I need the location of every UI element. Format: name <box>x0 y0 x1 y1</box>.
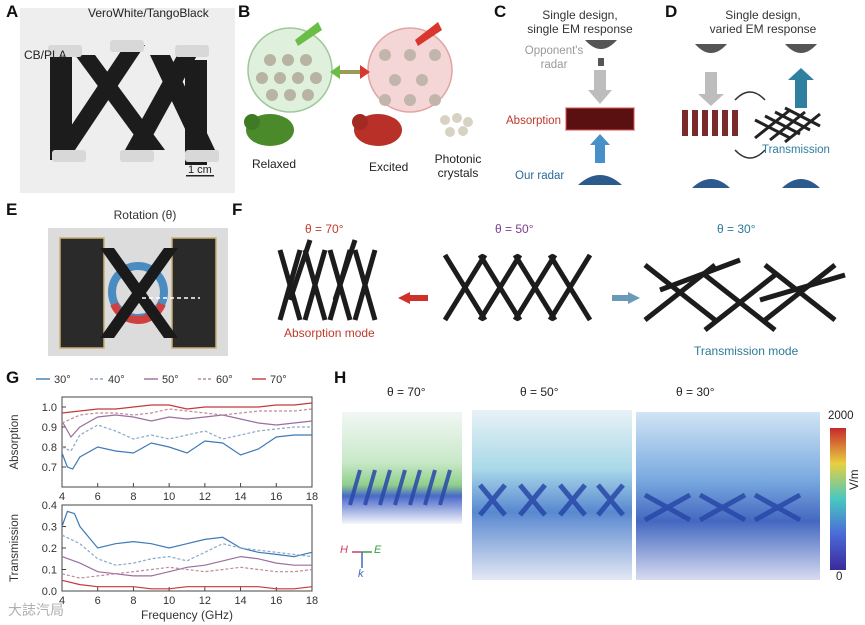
x-tick-label: 16 <box>270 595 282 607</box>
x-tick-label: 16 <box>270 491 282 503</box>
y-tick-label: 0.8 <box>42 442 57 454</box>
y-tick-label: 0.9 <box>42 422 57 434</box>
absorption-mode-label: Absorption mode <box>284 326 375 340</box>
x-tick-label: 12 <box>199 595 211 607</box>
varied-response-diagram <box>682 44 821 188</box>
y-tick-label: 0.7 <box>42 462 57 474</box>
y-axis-label: Transmission <box>9 514 21 582</box>
watermark: 大誌汽局 <box>8 602 64 618</box>
axis-h-label: H <box>340 544 348 556</box>
panel-label-d: D <box>665 2 678 21</box>
lattice-photo-a <box>20 8 235 193</box>
legend-label: 50° <box>162 374 179 386</box>
colorbar-unit: V/m <box>849 469 861 490</box>
material-label-left: CB/PLA <box>24 48 67 62</box>
panel-label-h: H <box>334 368 347 387</box>
material-label-top: VeroWhite/TangoBlack <box>88 6 209 20</box>
theta-70-label-h: θ = 70° <box>387 385 426 399</box>
lattice-50 <box>442 253 593 322</box>
theta-50-label-f: θ = 50° <box>495 222 534 236</box>
axis-k-label: k <box>358 568 364 580</box>
chameleon-diagram <box>244 22 473 146</box>
panel-label-c: C <box>494 2 507 21</box>
x-tick-label: 12 <box>199 491 211 503</box>
panel-c-title-1: Single design, <box>542 8 618 22</box>
x-tick-label: 8 <box>130 491 136 503</box>
x-tick-label: 10 <box>163 491 175 503</box>
field-70 <box>342 412 462 524</box>
colorbar-min: 0 <box>836 571 843 583</box>
colorbar <box>830 428 846 570</box>
x-tick-label: 6 <box>95 595 101 607</box>
x-tick-label: 14 <box>234 595 246 607</box>
plot-frame <box>61 396 313 488</box>
our-radar-label: Our radar <box>515 170 565 182</box>
series-line <box>61 566 313 579</box>
theta-30-label-f: θ = 30° <box>717 222 756 236</box>
axis-e-label: E <box>374 544 382 556</box>
x-tick-label: 14 <box>234 491 246 503</box>
x-tick-label: 6 <box>95 491 101 503</box>
lattice-30 <box>643 257 846 332</box>
legend-label: 40° <box>108 374 125 386</box>
series-line <box>61 424 312 452</box>
theta-30-label-h: θ = 30° <box>676 385 715 399</box>
series-line <box>61 579 313 590</box>
single-response-diagram <box>565 40 635 185</box>
field-30 <box>636 412 820 580</box>
panel-c-title-2: single EM response <box>527 22 633 36</box>
x-tick-label: 10 <box>163 595 175 607</box>
absorption-label-c: Absorption <box>506 115 561 127</box>
transmission-label-d: Transmission <box>762 144 830 156</box>
x-tick-label: 18 <box>306 491 318 503</box>
x-tick-label: 8 <box>130 595 136 607</box>
series-line <box>61 408 313 424</box>
lattice-70 <box>277 239 378 321</box>
y-tick-label: 0.3 <box>42 522 57 534</box>
panel-label-g: G <box>6 368 20 387</box>
y-tick-label: 0.4 <box>42 500 57 512</box>
x-tick-label: 4 <box>59 491 65 503</box>
relaxed-label: Relaxed <box>252 157 297 171</box>
rotation-label: Rotation (θ) <box>113 208 177 222</box>
y-tick-label: 0.2 <box>42 543 57 555</box>
legend-label: 30° <box>54 374 71 386</box>
series-line <box>61 510 313 558</box>
panel-d-title-2: varied EM response <box>709 22 817 36</box>
transmission-mode-label: Transmission mode <box>694 344 799 358</box>
series-line <box>61 534 313 566</box>
transmission-absorption-charts: 30° 40° 50° 60° 70° 0.7 0.8 0.9 1.0 4 6 8 10 12 14 16 18… <box>9 374 318 622</box>
series-line <box>61 434 312 470</box>
panel-d-title-1: Single design, <box>725 8 801 22</box>
x-axis-label: Frequency (GHz) <box>141 608 233 622</box>
series-line <box>61 555 312 577</box>
opponent-radar-label: Opponent's radar <box>524 45 584 71</box>
y-tick-label: 1.0 <box>42 402 57 414</box>
series-line <box>61 414 313 439</box>
panel-label-e: E <box>6 200 18 219</box>
series-line <box>61 402 313 414</box>
theta-70-label-f: θ = 70° <box>305 222 344 236</box>
y-axis-label: Absorption <box>9 415 21 470</box>
crystals-label: Photonic crystals <box>434 152 482 180</box>
y-tick-label: 0.0 <box>42 586 57 598</box>
theta-50-label-h: θ = 50° <box>520 385 559 399</box>
scale-bar-label: 1 cm <box>188 164 212 176</box>
x-tick-label: 18 <box>306 595 318 607</box>
panel-label-a: A <box>6 2 19 21</box>
excited-label: Excited <box>369 160 409 174</box>
y-tick-label: 0.1 <box>42 565 57 577</box>
legend-label: 60° <box>216 374 233 386</box>
x-tick-label: 4 <box>59 595 65 607</box>
legend-label: 70° <box>270 374 287 386</box>
panel-label-f: F <box>232 200 243 219</box>
colorbar-max: 2000 <box>828 410 854 422</box>
panel-label-b: B <box>238 2 251 21</box>
